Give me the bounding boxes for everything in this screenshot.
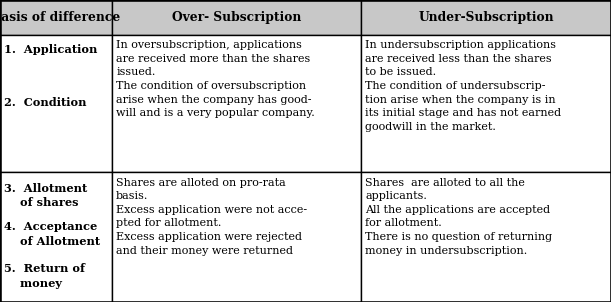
Bar — [0, 172, 112, 302]
Bar — [112, 35, 361, 172]
Text: 1.  Application: 1. Application — [4, 44, 98, 55]
Bar — [361, 35, 611, 172]
Bar — [361, 172, 611, 302]
Bar — [0, 35, 112, 172]
Bar — [0, 0, 112, 35]
Text: Basis of difference: Basis of difference — [0, 11, 120, 24]
Text: In undersubscription applications
are received less than the shares
to be issued: In undersubscription applications are re… — [365, 40, 562, 132]
Text: 3.  Allotment
    of shares: 3. Allotment of shares — [4, 182, 87, 208]
Bar — [112, 0, 361, 35]
Text: 5.  Return of
    money: 5. Return of money — [4, 263, 86, 289]
Bar — [361, 0, 611, 35]
Text: Shares are alloted on pro-rata
basis.
Excess application were not acce-
pted for: Shares are alloted on pro-rata basis. Ex… — [116, 178, 307, 255]
Text: In oversubscription, applications
are received more than the shares
issued.
The : In oversubscription, applications are re… — [116, 40, 315, 118]
Text: Over- Subscription: Over- Subscription — [172, 11, 301, 24]
Text: Under-Subscription: Under-Subscription — [419, 11, 554, 24]
Bar — [112, 172, 361, 302]
Text: Shares  are alloted to all the
applicants.
All the applications are accepted
for: Shares are alloted to all the applicants… — [365, 178, 552, 255]
Text: 4.  Acceptance
    of Allotment: 4. Acceptance of Allotment — [4, 221, 100, 247]
Text: 2.  Condition: 2. Condition — [4, 97, 87, 108]
